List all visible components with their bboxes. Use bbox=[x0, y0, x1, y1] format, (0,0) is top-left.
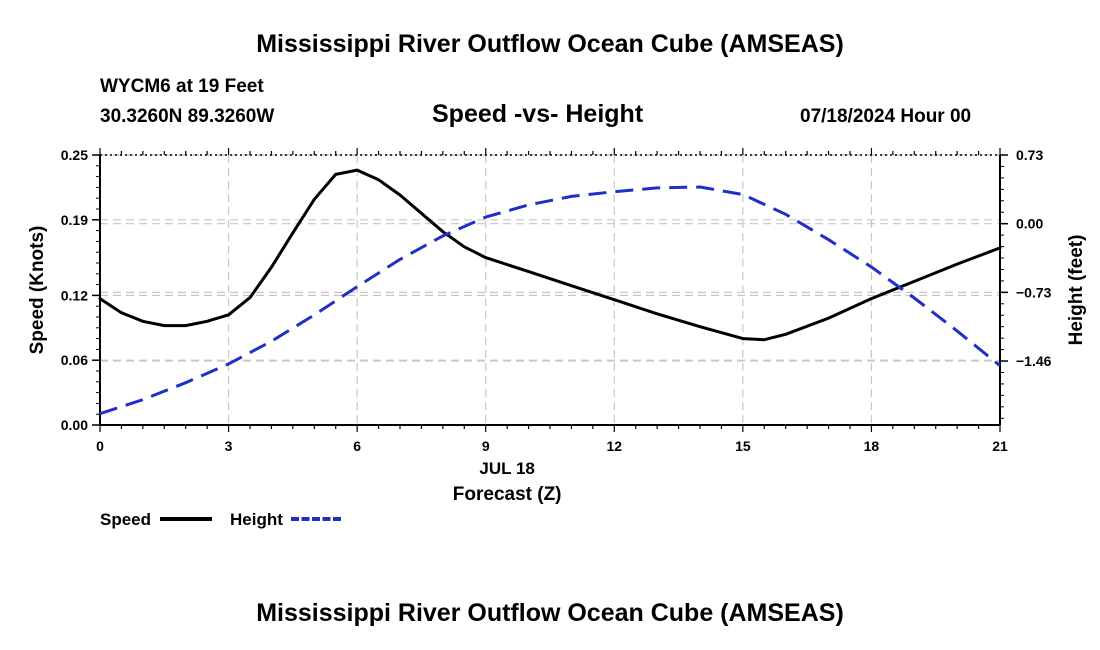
chart-title: Mississippi River Outflow Ocean Cube (AM… bbox=[256, 30, 844, 58]
grid-lines bbox=[100, 154, 1000, 425]
plot-frame bbox=[99, 154, 1001, 426]
series-speed-line bbox=[98, 168, 1002, 342]
y-right-tick-label: −0.73 bbox=[1016, 284, 1052, 300]
y-left-tick-label: 0.19 bbox=[61, 212, 88, 228]
y-right-axis-title: Height (feet) bbox=[1066, 235, 1087, 346]
chart-subtitle: Speed -vs- Height bbox=[432, 100, 644, 128]
x-tick-label: 12 bbox=[606, 438, 622, 454]
x-tick-label: 3 bbox=[225, 438, 233, 454]
y-right-tick-label: −1.46 bbox=[1016, 353, 1052, 369]
x-tick-label: 15 bbox=[735, 438, 751, 454]
y-right-tick-label: 0.00 bbox=[1016, 216, 1043, 232]
y-left-tick-label: 0.12 bbox=[61, 287, 88, 303]
y-right-tick-label: 0.73 bbox=[1016, 147, 1043, 163]
speed-height-chart: 0 3 6 9 12 15 18 21 0.00 0.06 0.12 0.19 0.25 −1.46 −0.… bbox=[27, 147, 1087, 505]
x-tick-label: 0 bbox=[96, 438, 104, 454]
x-tick-label: 6 bbox=[353, 438, 361, 454]
x-tick-label: 18 bbox=[864, 438, 880, 454]
y-left-tick-label: 0.25 bbox=[61, 147, 88, 163]
axis-labels: 0 3 6 9 12 15 18 21 0.00 0.06 0.12 0.19 0.25 −1.46 −0.… bbox=[27, 147, 1087, 505]
legend-speed-swatch bbox=[160, 517, 212, 521]
x-tick-label: 21 bbox=[992, 438, 1008, 454]
series-lines bbox=[98, 168, 1002, 416]
legend-speed-label: Speed bbox=[100, 510, 152, 529]
forecast-datetime: 07/18/2024 Hour 00 bbox=[800, 106, 972, 127]
legend-height-swatch bbox=[291, 517, 341, 521]
x-date-label: JUL 18 bbox=[479, 459, 534, 478]
legend-height-label: Height bbox=[230, 510, 283, 529]
x-tick-label: 9 bbox=[482, 438, 490, 454]
station-label: WYCM6 at 19 Feet bbox=[100, 76, 264, 97]
x-axis-title: Forecast (Z) bbox=[453, 484, 562, 505]
y-left-axis-title: Speed (Knots) bbox=[27, 226, 48, 355]
series-height-line bbox=[99, 185, 1001, 416]
y-left-tick-label: 0.06 bbox=[61, 352, 88, 368]
axis-ticks bbox=[92, 148, 1008, 432]
footer-title: Mississippi River Outflow Ocean Cube (AM… bbox=[256, 599, 844, 627]
station-coords: 30.3260N 89.3260W bbox=[100, 106, 275, 127]
y-left-tick-label: 0.00 bbox=[61, 417, 88, 433]
